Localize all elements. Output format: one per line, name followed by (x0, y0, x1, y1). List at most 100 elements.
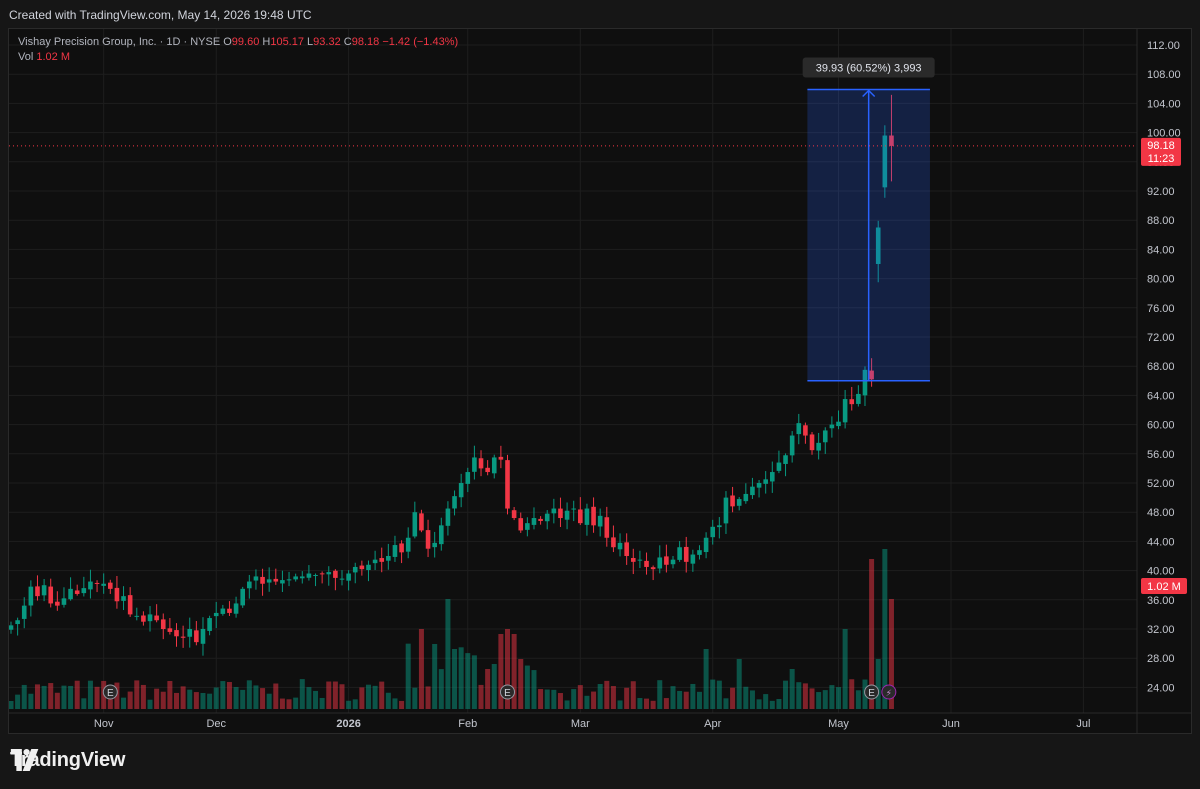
volume-bar (21, 684, 27, 709)
candle-body (21, 605, 27, 619)
y-tick-label: 68.00 (1147, 361, 1175, 373)
legend-low-label: L (307, 36, 314, 48)
volume-bar (154, 688, 160, 709)
candle-body (405, 537, 411, 552)
candle-body (392, 545, 398, 557)
volume-bar (710, 679, 716, 709)
volume-bar (379, 681, 385, 709)
candle-body (829, 424, 835, 429)
brand-name: TradingView (10, 749, 126, 771)
volume-bar (690, 683, 696, 709)
candle-body (154, 615, 159, 621)
candle-body (61, 598, 67, 605)
volume-bar (730, 687, 736, 709)
candle-body (41, 585, 47, 596)
volume-bar (266, 693, 272, 709)
volume-bar (842, 629, 848, 709)
volume-bar (279, 698, 285, 709)
volume-bar (226, 682, 232, 709)
legend-price-row: Vishay Precision Group, Inc. · 1D · NYSE… (18, 35, 458, 50)
volume-bar (875, 659, 881, 709)
volume-bar (193, 692, 199, 709)
candle-body (74, 590, 80, 594)
legend-high-label: H (262, 36, 271, 48)
candle-body (875, 227, 881, 264)
tradingview-brand[interactable]: TradingView (10, 749, 125, 772)
volume-bar (9, 700, 14, 709)
volume-bar (531, 670, 537, 709)
volume-bar (836, 687, 841, 709)
x-tick-label: May (828, 718, 849, 730)
candle-body (822, 430, 828, 443)
volume-bar (253, 685, 259, 709)
candle-body (597, 515, 603, 527)
earnings-marker-icon[interactable] (102, 684, 118, 700)
candle-body (624, 542, 629, 556)
candle-body (101, 583, 106, 586)
candle-body (180, 636, 186, 638)
volume-bar (240, 689, 246, 709)
price-tag-bg (1141, 137, 1181, 166)
candle-body (657, 557, 663, 569)
chart-pane[interactable]: 39.93 (60.52%) 3,993 112.00 108.00 104.00 10… (8, 28, 1192, 734)
y-tick-label: 100.00 (1147, 128, 1181, 140)
candle-body (809, 434, 815, 451)
candle-body (803, 425, 808, 436)
legend-title[interactable]: Vishay Precision Group, Inc. · 1D · NYSE (18, 36, 221, 48)
volume-bar (114, 682, 120, 709)
volume-bar (54, 692, 60, 709)
candle-body (816, 442, 821, 451)
candle-body (379, 558, 385, 562)
volume-bar (213, 687, 219, 709)
volume-tag-label: 1.02 M (1147, 581, 1181, 593)
candle-body (213, 612, 219, 617)
volume-bar (597, 683, 603, 709)
candle-body (723, 497, 729, 524)
volume-bar (485, 669, 491, 709)
candle-body (452, 496, 457, 509)
candle-body (108, 582, 113, 589)
legend-open-value: 99.60 (231, 36, 260, 48)
dividend-marker-icon[interactable] (881, 684, 897, 700)
y-tick-label: 64.00 (1147, 390, 1175, 402)
volume-bar (617, 700, 623, 709)
volume-bar (610, 686, 616, 709)
candle-body (889, 135, 894, 146)
candle-body (35, 586, 40, 597)
y-tick-label: 28.00 (1147, 653, 1175, 665)
legend-vol-label[interactable]: Vol (18, 51, 34, 63)
volume-bar (763, 694, 769, 709)
volume-bar (776, 698, 782, 709)
volume-bar (855, 690, 861, 709)
volume-bar (458, 647, 464, 709)
volume-bar (637, 698, 643, 709)
volume-bar (544, 689, 550, 709)
volume-bar (802, 683, 808, 709)
volume-bar (432, 644, 438, 709)
candle-body (399, 543, 404, 553)
x-tick-label: Dec (206, 718, 226, 730)
candle-body (670, 559, 676, 565)
earnings-marker-icon[interactable] (500, 684, 515, 700)
price-chart[interactable]: 39.93 (60.52%) 3,993 112.00 108.00 104.00 10… (9, 29, 1192, 734)
y-tick-label: 76.00 (1147, 303, 1175, 315)
volume-bar (604, 680, 610, 709)
volume-bar (571, 689, 577, 709)
earnings-marker-icon[interactable] (864, 684, 880, 700)
candle-body (544, 513, 550, 522)
volume-bar (385, 692, 391, 709)
candle-body (644, 560, 649, 567)
candle-body (683, 546, 689, 562)
volume-bar (703, 649, 709, 709)
candle-body (458, 483, 464, 498)
volume-bar (829, 685, 835, 709)
volume-bar (220, 681, 226, 709)
volume-bar (392, 698, 398, 709)
candle-body (664, 556, 669, 565)
candle-body (564, 510, 570, 520)
candle-body (591, 506, 596, 526)
earnings-marker-letter: E (504, 688, 511, 699)
volume-tag-bg (1141, 578, 1187, 594)
candle-body (299, 576, 305, 579)
candle-body (412, 512, 418, 537)
